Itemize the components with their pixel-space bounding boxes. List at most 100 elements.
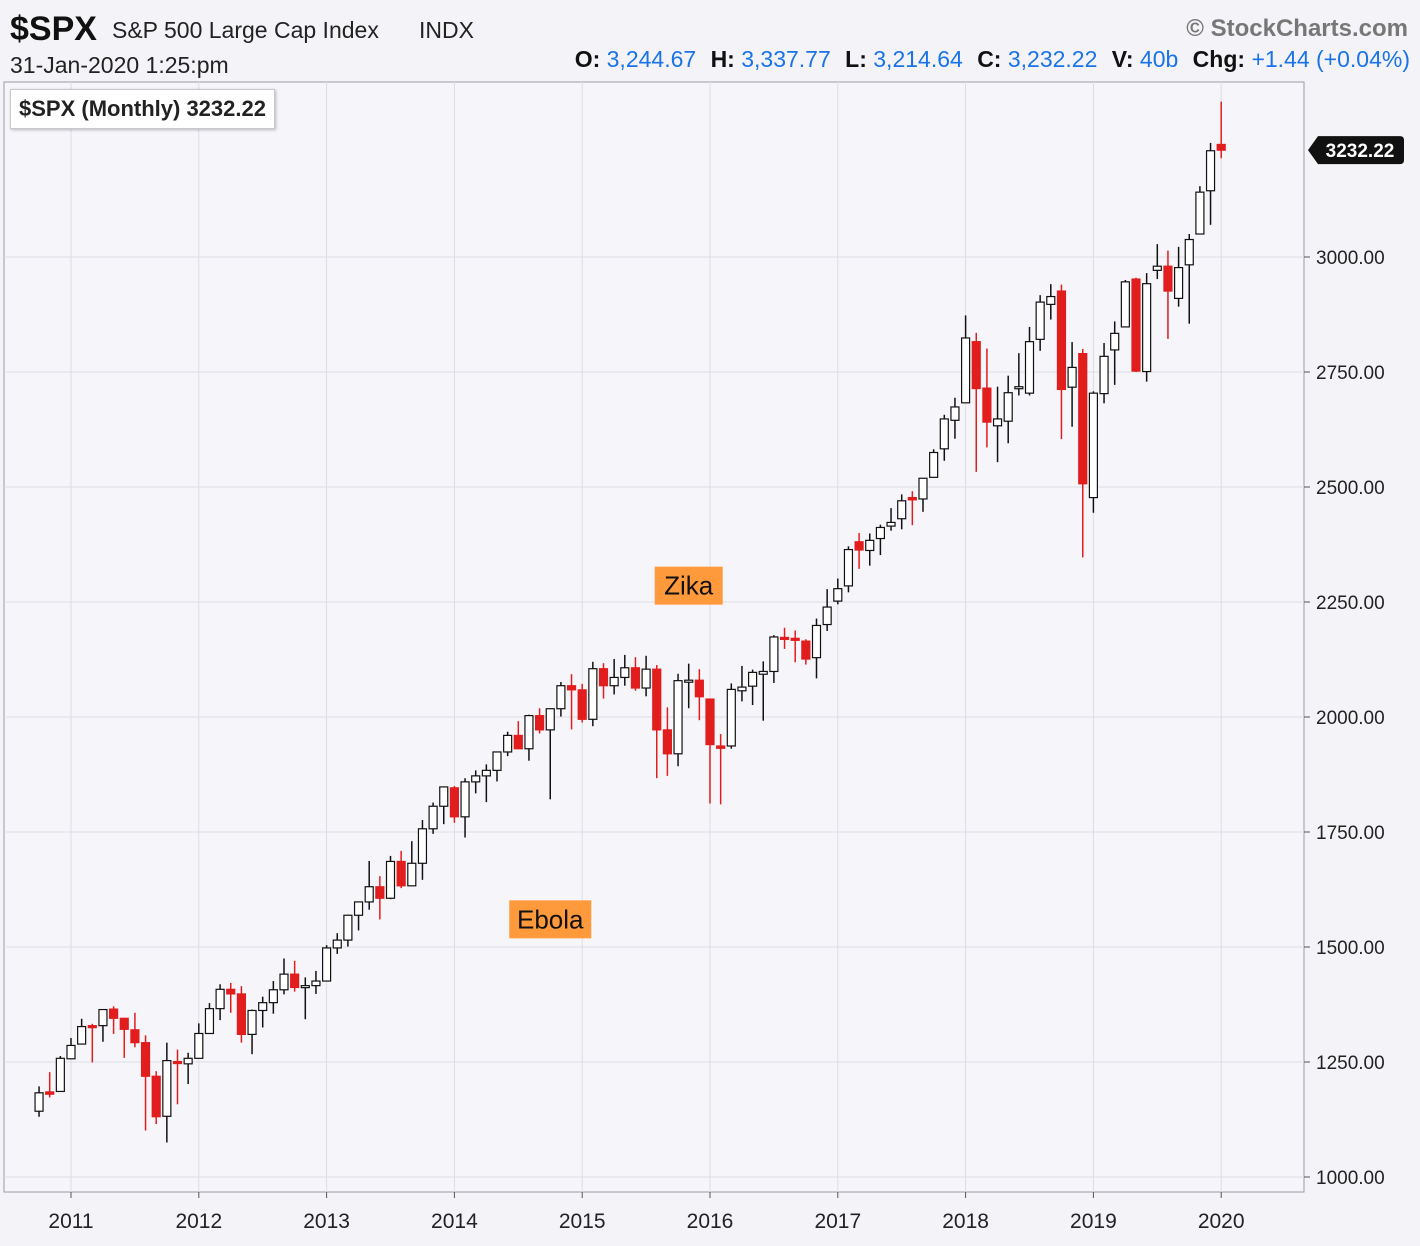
candle-body	[247, 1009, 257, 1035]
candle-body	[673, 680, 683, 755]
candle-body	[982, 387, 992, 423]
y-tick-label: 1250.00	[1316, 1053, 1385, 1074]
candle-body	[960, 337, 971, 404]
candle-body	[45, 1091, 55, 1095]
candle-body	[1131, 278, 1141, 372]
candle-body	[737, 686, 747, 692]
candle-body	[108, 1008, 119, 1019]
candle-body	[918, 477, 928, 500]
candle-body	[290, 973, 300, 989]
candle-body	[577, 689, 587, 720]
x-axis: 2011 2012 2013 2014 2015 2016 2017 2018 2019 2020	[48, 1192, 1245, 1233]
index-name: S&P 500 Large Cap Index	[112, 17, 379, 43]
candle-body	[322, 947, 332, 982]
candle-body	[513, 734, 523, 750]
candle-body	[609, 676, 619, 687]
candles	[34, 101, 1226, 1143]
last-price-text: 3232.22	[1326, 141, 1395, 162]
candle-body	[1205, 150, 1216, 192]
candle-body	[268, 989, 278, 1004]
candle-body	[971, 341, 981, 390]
high-label: H:	[710, 46, 735, 72]
candle-body	[705, 698, 715, 746]
candle-body	[524, 715, 534, 750]
candle-body	[439, 786, 449, 807]
candle-body	[1152, 265, 1162, 271]
candle-body	[353, 901, 364, 916]
last-price-tag: 3232.22	[1308, 136, 1404, 165]
candle-body	[130, 1029, 140, 1044]
annotation-box	[509, 900, 592, 939]
candle-body	[716, 745, 726, 749]
candle-body	[1216, 143, 1226, 151]
candle-body	[481, 769, 491, 777]
ohlc-readout: O: 3,244.67 H: 3,337.77 L: 3,214.64 C: 3…	[575, 46, 1410, 73]
candle-body	[907, 496, 917, 501]
copyright-link[interactable]: © StockCharts.com	[1186, 15, 1408, 42]
x-tick-label: 2015	[559, 1210, 606, 1233]
candle-body	[822, 606, 832, 626]
chart-title: $SPX (Monthly) 3232.22	[10, 89, 275, 129]
candle-body	[865, 539, 875, 552]
x-tick-label: 2014	[431, 1210, 478, 1233]
candle-body	[929, 451, 939, 478]
candle-body	[1173, 266, 1184, 299]
candle-body	[460, 781, 470, 818]
candle-body	[758, 670, 768, 675]
candle-body	[428, 805, 438, 830]
high-value: 3,337.77	[741, 46, 831, 72]
chart-header: $SPX S&P 500 Large Cap Index INDX © Stoc…	[0, 0, 1420, 80]
candle-body	[1014, 386, 1024, 390]
candle-body	[1067, 366, 1077, 388]
candle-body	[1046, 295, 1056, 305]
x-tick-label: 2012	[175, 1210, 222, 1233]
candle-body	[854, 541, 864, 551]
candle-body	[726, 688, 736, 747]
candle-body	[183, 1057, 193, 1065]
candle-body	[55, 1057, 65, 1093]
symbol: $SPX	[10, 10, 97, 48]
candle-body	[1184, 238, 1194, 266]
y-tick-label: 2000.00	[1316, 708, 1385, 729]
candle-body	[34, 1092, 44, 1112]
candle-body	[598, 668, 609, 687]
low-value: 3,214.64	[873, 46, 963, 72]
candle-body	[279, 973, 289, 991]
y-tick-label: 3000.00	[1316, 248, 1385, 269]
last-price-tag-bg	[1308, 136, 1404, 165]
candle-body	[1120, 281, 1130, 328]
timestamp: 31-Jan-2020 1:25:pm	[10, 52, 229, 78]
candle-body	[886, 521, 896, 527]
candle-body	[236, 993, 246, 1035]
candle-body	[311, 980, 321, 987]
candle-body	[566, 685, 577, 691]
candle-body	[694, 679, 704, 698]
candle-body	[77, 1025, 87, 1045]
candle-body	[1035, 301, 1045, 340]
candle-body	[1024, 341, 1035, 394]
open-value: 3,244.67	[606, 46, 697, 72]
exchange: INDX	[419, 17, 474, 43]
candle-body	[258, 1002, 268, 1012]
candle-body	[162, 1060, 172, 1117]
candle-body	[556, 685, 566, 710]
candle-body	[417, 828, 428, 864]
candle-body	[1099, 355, 1109, 395]
x-tick-label: 2018	[942, 1210, 989, 1233]
candle-body	[396, 860, 406, 887]
candle-body	[407, 862, 417, 887]
candle-body	[843, 548, 854, 587]
low-label: L:	[845, 46, 867, 72]
candle-body	[1142, 283, 1152, 373]
candle-body	[790, 637, 800, 641]
y-tick-label: 2500.00	[1316, 478, 1385, 499]
candle-body	[1195, 191, 1205, 235]
candle-body	[503, 734, 513, 753]
candle-body	[652, 668, 662, 731]
candle-body	[833, 588, 843, 602]
candle-body	[332, 939, 342, 949]
candle-body	[801, 640, 811, 660]
candle-body	[471, 775, 481, 783]
candle-body	[226, 988, 236, 995]
